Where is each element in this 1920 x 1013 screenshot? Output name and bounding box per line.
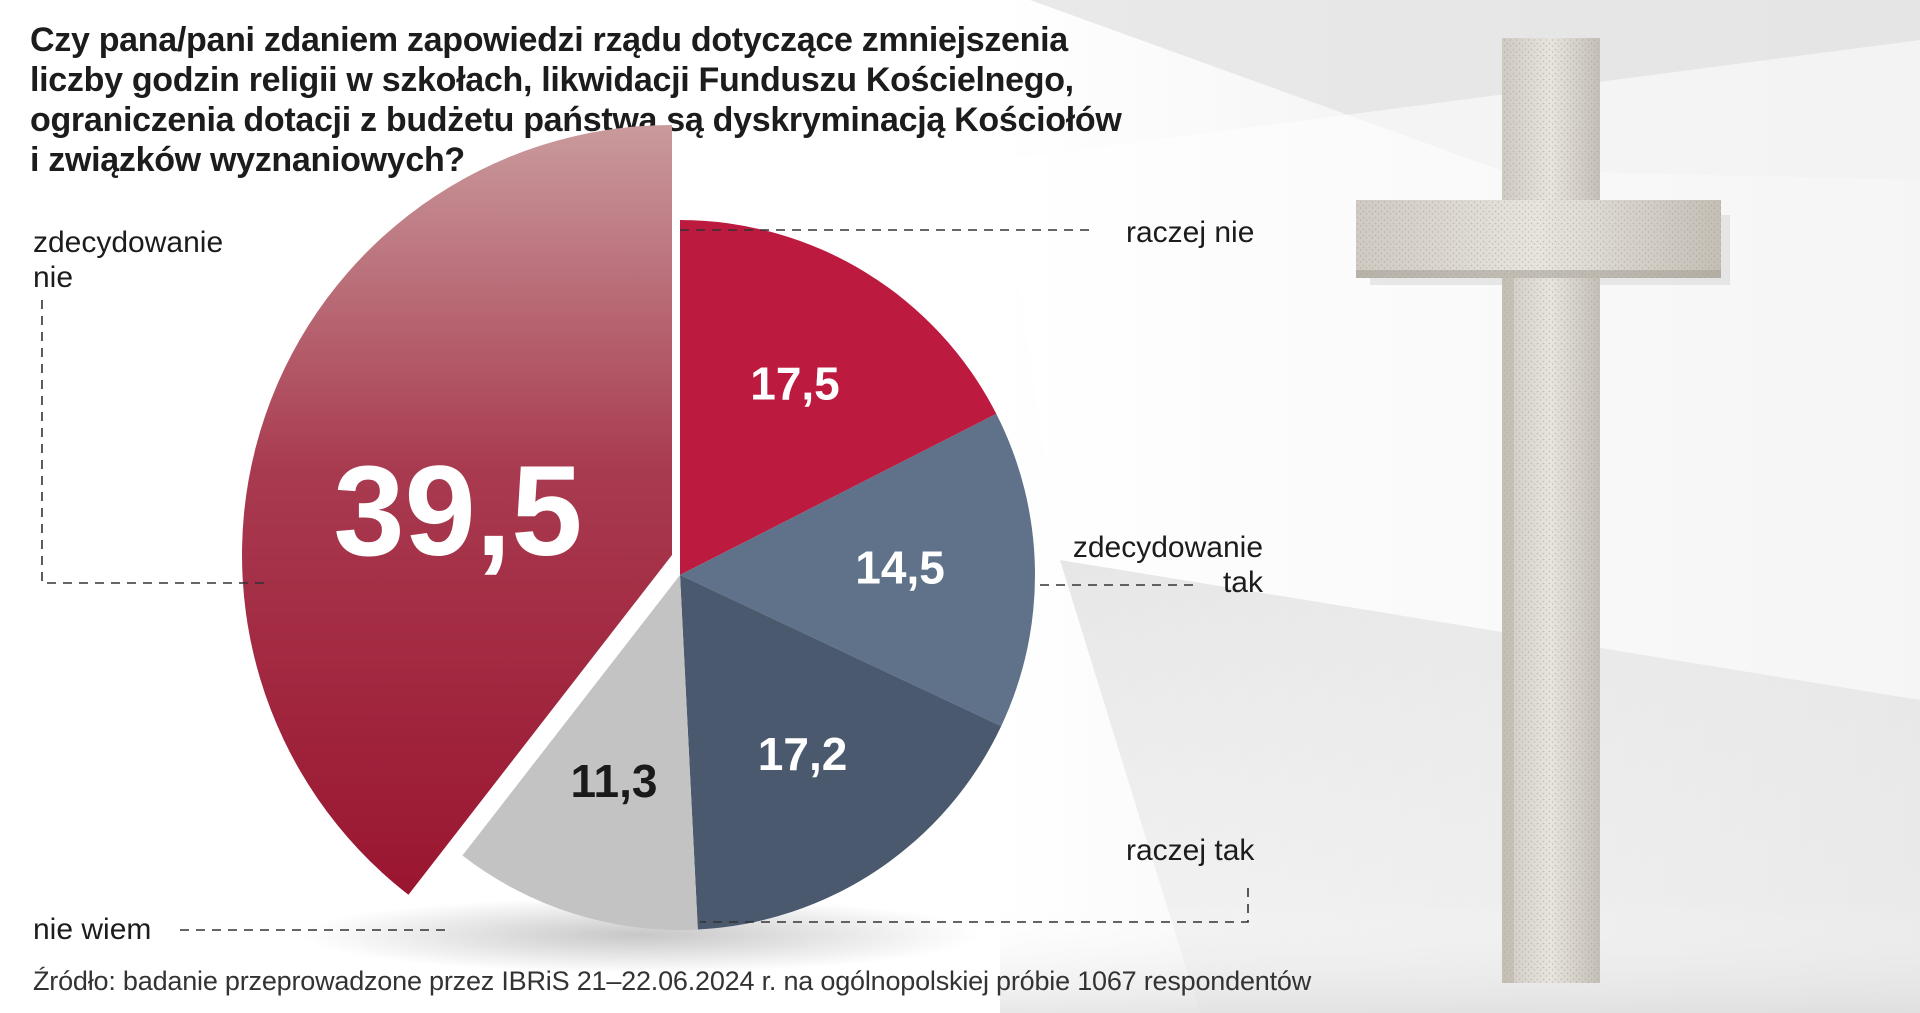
leader-lines [41,229,1249,931]
pie-slice-zdecydowanie-nie [242,125,673,895]
label-nie-wiem: nie wiem [33,913,152,946]
leader-line-zdecydowanie-nie [41,300,265,584]
slice-value-nie-wiem: 11,3 [570,755,657,807]
pie-slice-raczej-nie [680,220,997,575]
chart-title: Czy pana/pani zdaniem zapowiedzi rządu d… [30,21,1122,179]
slice-value-zdecydowanie-tak: 14,5 [855,542,945,594]
floor-shade [1000,900,1920,1013]
label-raczej-tak: raczej tak [1126,834,1255,867]
pie-slice-nie-wiem [462,575,698,930]
slice-value-zdecydowanie-nie: 39,5 [333,440,582,583]
pie-slice-raczej-tak [680,575,1002,930]
label-zdecydowanie-nie: zdecydowanie nie [33,226,224,294]
label-zdecydowanie-tak: zdecydowanie tak [1072,531,1263,599]
wall-shadow-lower [1060,560,1920,1013]
label-raczej-nie: raczej nie [1126,216,1255,249]
slice-value-raczej-nie: 17,5 [750,357,840,409]
slice-value-raczej-tak: 17,2 [758,728,848,780]
leader-line-raczej-tak [700,888,1249,923]
pie-slice-zdecydowanie-tak [680,413,1035,727]
pie-ground-shadow [300,897,980,973]
source-note: Źródło: badanie przeprowadzone przez IBR… [33,966,1311,996]
cross-image [1356,38,1721,983]
